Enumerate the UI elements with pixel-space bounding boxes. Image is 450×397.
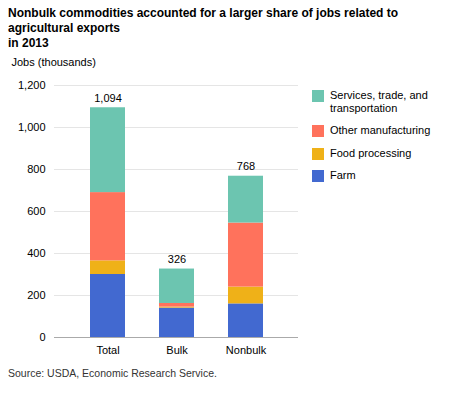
svg-text:1,000: 1,000 bbox=[18, 121, 46, 133]
svg-text:600: 600 bbox=[27, 205, 45, 217]
html-text:Farm: Farm bbox=[330, 168, 356, 181]
svg-text:1,200: 1,200 bbox=[18, 79, 46, 91]
svg-text:Total: Total bbox=[96, 344, 119, 356]
html-text:Food processing: Food processing bbox=[330, 146, 412, 159]
svg-text:1,094: 1,094 bbox=[94, 92, 122, 104]
svg-text:Jobs (thousands): Jobs (thousands) bbox=[12, 56, 96, 68]
html-text:Source: USDA, Economic Researc: Source: USDA, Economic Research Service. bbox=[8, 367, 217, 379]
svg-text:Bulk: Bulk bbox=[166, 344, 188, 356]
svg-text:200: 200 bbox=[27, 289, 45, 301]
html-text:Other manufacturing: Other manufacturing bbox=[330, 124, 431, 137]
svg-text:326: 326 bbox=[168, 253, 186, 265]
svg-text:400: 400 bbox=[27, 247, 45, 259]
html-text:Nonbulk commodities accounted: Nonbulk commodities accounted for a larg… bbox=[8, 6, 399, 50]
svg-text:0: 0 bbox=[39, 331, 45, 343]
svg-text:Nonbulk: Nonbulk bbox=[226, 344, 267, 356]
svg-text:800: 800 bbox=[27, 163, 45, 175]
html-text:Services, trade, and transport: Services, trade, and transportation bbox=[330, 89, 428, 115]
svg-text:768: 768 bbox=[237, 160, 255, 172]
